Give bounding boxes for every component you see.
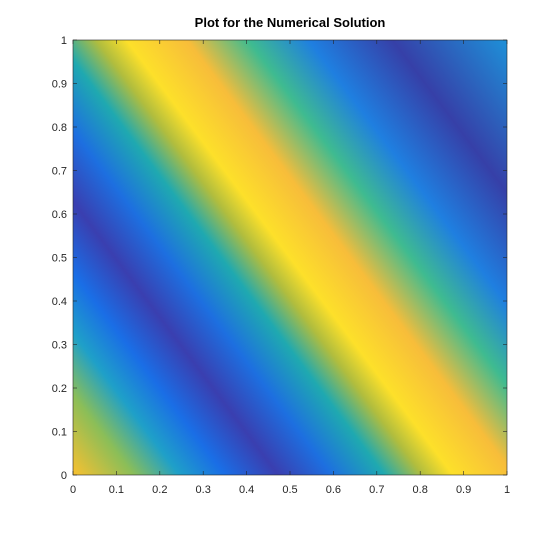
chart-title: Plot for the Numerical Solution xyxy=(195,15,386,30)
x-tick-label: 0.9 xyxy=(456,484,471,496)
x-tick-label: 0.5 xyxy=(282,484,297,496)
y-tick-label: 0.1 xyxy=(52,427,67,439)
x-tick-label: 0.1 xyxy=(109,484,124,496)
axes: 0 0.1 0.2 0.3 0.4 0.5 0.6 0.7 0.8 0.9 1 0 0.1 0.2 0.3 0… xyxy=(52,35,510,496)
y-tick-label: 0.9 xyxy=(52,79,67,91)
x-tick-label: 0.2 xyxy=(152,484,167,496)
y-tick-label: 0.6 xyxy=(52,209,67,221)
y-tick-label: 1 xyxy=(61,35,67,47)
axes-box xyxy=(72,39,508,476)
x-tick-label: 0.4 xyxy=(239,484,254,496)
y-tick-label: 0.3 xyxy=(52,340,67,352)
x-tick-label: 0.3 xyxy=(196,484,211,496)
y-tick-label: 0.4 xyxy=(52,296,67,308)
y-tick-label: 0.5 xyxy=(52,253,67,265)
x-tick-label: 0.8 xyxy=(413,484,428,496)
x-tick-label: 0.6 xyxy=(326,484,341,496)
x-tick-label: 0.7 xyxy=(369,484,384,496)
solution-field xyxy=(73,40,507,475)
x-tick-label: 1 xyxy=(504,484,510,496)
x-tick-label: 0 xyxy=(70,484,76,496)
y-tick-label: 0.2 xyxy=(52,383,67,395)
y-tick-label: 0.7 xyxy=(52,166,67,178)
y-tick-label: 0.8 xyxy=(52,122,67,134)
y-tick-label: 0 xyxy=(61,470,67,482)
